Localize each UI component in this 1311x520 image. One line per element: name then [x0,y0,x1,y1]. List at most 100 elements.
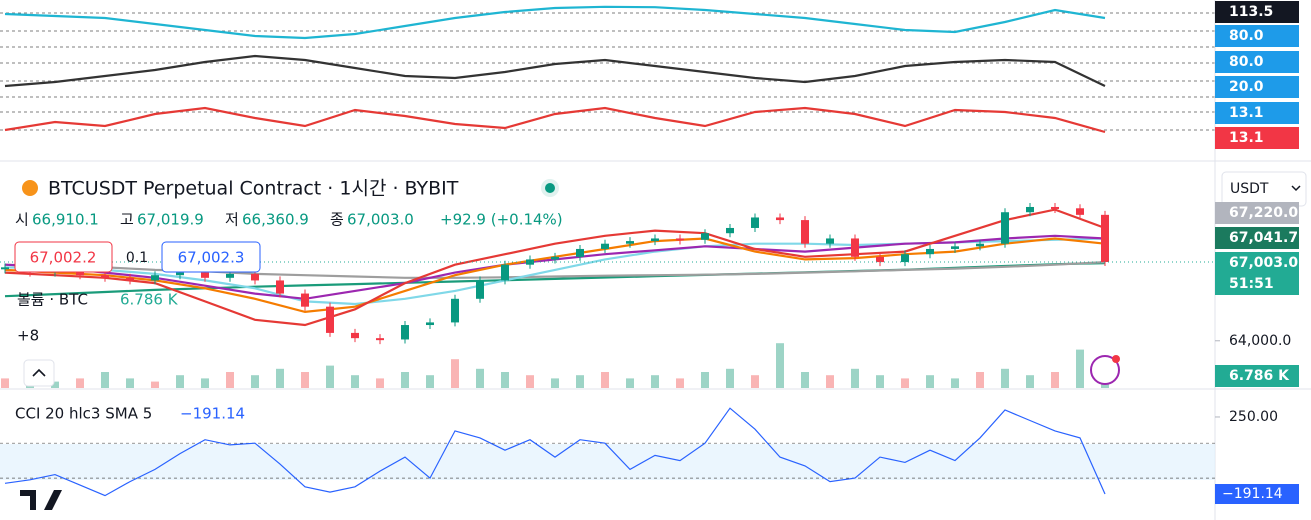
y-tick-label: 64,000.0 [1229,333,1291,349]
axis-box-label: 113.5 [1229,4,1273,20]
candle [476,280,484,299]
candle [876,256,884,263]
volume-bar [376,378,384,388]
candle [326,306,334,333]
sell-button[interactable] [14,241,113,273]
chart-title: BTCUSDT Perpetual Contract · 1시간 · BYBIT [48,178,459,200]
sell-price: 67,002.2 [30,249,97,267]
candle [626,241,634,244]
candle [176,272,184,276]
buy-price: 67,002.3 [178,249,245,267]
volume-value: 6.786 K [120,291,179,309]
candle [801,220,809,244]
ohlc-label: 종 [330,211,344,229]
ohlc-label: 시 [15,211,29,229]
cci-legend: CCI 20 hlc3 SMA 5 −191.14 [15,405,245,510]
axis-box [1215,76,1299,98]
candle [1051,206,1059,209]
volume-bar [501,372,509,388]
axis-box-label: 20.0 [1229,79,1264,95]
order-buttons: 67,002.2 0.1 67,002.3 볼륨 · BTC 6.786 K +… [14,241,1120,387]
ohlc-value: 67,003.0 [347,211,414,229]
volume-bar [526,375,534,388]
order-qty: 0.1 [126,250,148,266]
axis-box-label: 13.1 [1229,105,1264,121]
volume-bar [76,378,84,388]
more-indicators: +8 [17,327,39,345]
collapse-button[interactable] [23,359,55,387]
status-dot [545,183,555,193]
volume-bar [701,372,709,388]
candle [751,217,759,228]
candle [1026,206,1034,213]
candle [101,275,109,278]
volume-bar [176,375,184,388]
axis-box-label: 67,220.0 [1229,205,1298,221]
candle [851,238,859,257]
candle [351,332,359,339]
volume-bar [901,378,909,388]
axis-box [1215,252,1299,274]
alert-dot [1112,355,1120,363]
ohlc-value: 66,360.9 [242,211,309,229]
moving-average [4,208,1106,327]
ohlc: 시 66,910.1 고 67,019.9 저 66,360.9 종 67,003.0 [15,211,414,229]
candle [676,238,684,241]
candle [201,272,209,278]
candle [576,248,584,257]
volume-bar [476,368,484,388]
volume-bar [626,378,634,388]
volume-bar [651,375,659,388]
cci-last-label: −191.14 [1222,486,1283,502]
volume-bar [251,375,259,388]
volume-bar [1051,372,1059,388]
volume-bar [551,378,559,388]
volume-bar [276,368,284,388]
volume-bar [826,375,834,388]
volume-bar [801,372,809,388]
candle [151,275,159,281]
cci-label: CCI 20 hlc3 SMA 5 [15,405,152,423]
chevron [1291,185,1301,192]
volume-bar [226,372,234,388]
volume-bar [1001,368,1009,388]
volume-bar [951,378,959,388]
y-tick-label: 250.00 [1229,409,1278,425]
candle [226,273,234,278]
axis-box-label: 6.786 K [1229,368,1290,384]
cci-value: −191.14 [180,405,245,423]
oscillator-line [4,54,1106,88]
cci-line [4,407,1106,497]
candle [251,273,259,281]
candle [1101,214,1109,262]
axis-box [1215,273,1299,295]
buy-button[interactable] [161,241,261,273]
candle [301,293,309,307]
axis-box [1215,25,1299,47]
candle [451,298,459,323]
cci-band-fill [0,444,1215,480]
candle [526,259,534,265]
volume-bar [101,372,109,388]
candle [401,325,409,340]
candle [601,243,609,249]
axis-box [1215,365,1299,387]
volume-bar [401,372,409,388]
axis-box [1215,227,1299,249]
volume-bar [301,372,309,388]
volume-bar [51,381,59,388]
candle [1001,212,1009,244]
volume-bar [426,375,434,388]
candle [426,322,434,326]
candle [901,254,909,263]
axis-box [1215,202,1299,224]
volume-bar [776,343,784,388]
candle [276,280,284,294]
alert-icon[interactable] [1090,355,1120,385]
candle [1,267,9,270]
axis-box [1215,127,1299,149]
candle [976,243,984,247]
axis-box-label: 80.0 [1229,28,1264,44]
